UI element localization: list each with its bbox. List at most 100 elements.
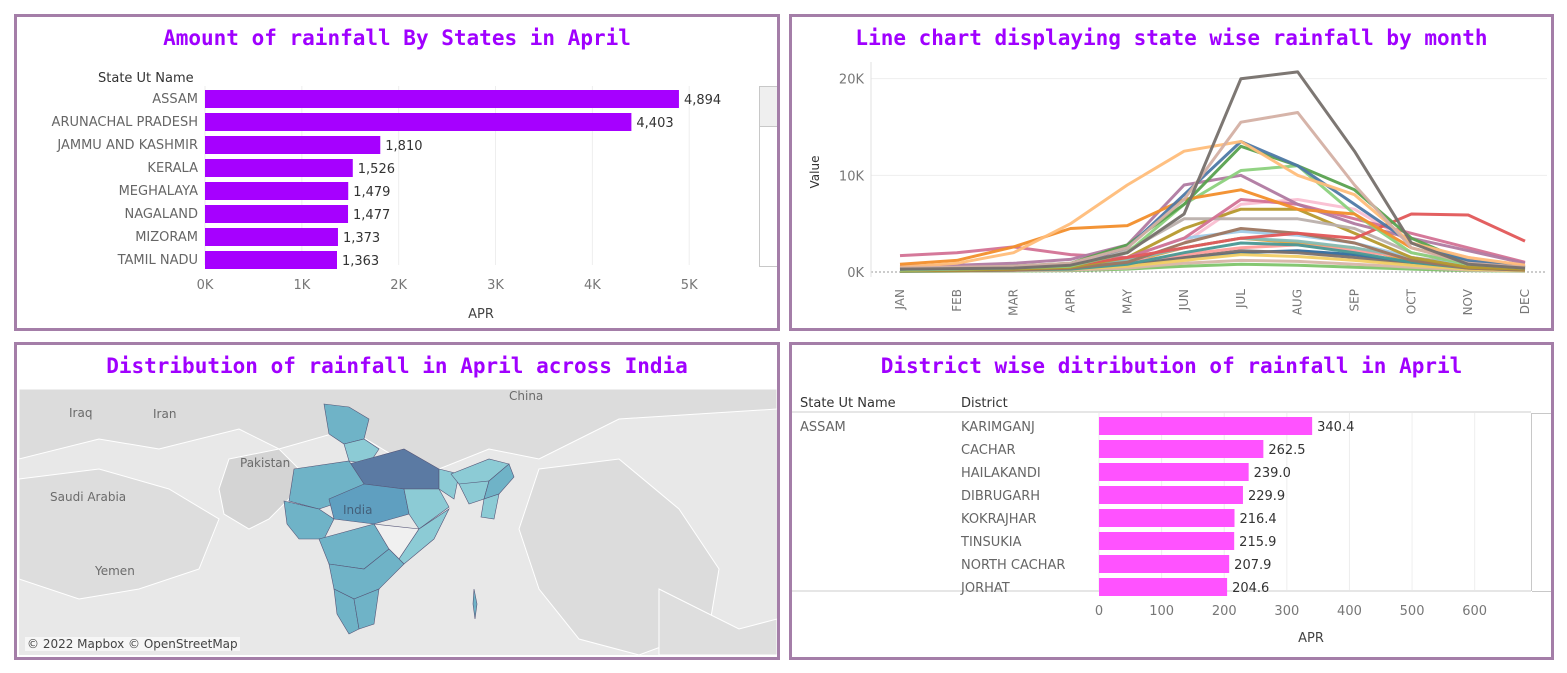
map-credit: © 2022 Mapbox © OpenStreetMap: [25, 637, 240, 651]
line-x-tick: OCT: [1404, 288, 1418, 314]
line-series: [899, 70, 1526, 271]
district-panel: District wise ditribution of rainfall in…: [789, 342, 1554, 660]
district-value-label: 215.9: [1239, 535, 1276, 550]
state-value-label: 1,363: [342, 254, 379, 269]
district-category-label: NORTH CACHAR: [961, 558, 1065, 573]
line-chart-panel: Line chart displaying state wise rainfal…: [789, 14, 1554, 331]
state-category-label: ASSAM: [152, 92, 198, 107]
district-category-label: HAILAKANDI: [961, 466, 1041, 481]
line-x-tick: FEB: [950, 289, 964, 312]
district-category-label: TINSUKIA: [960, 535, 1022, 550]
line-x-tick: NOV: [1461, 288, 1475, 315]
state-bar: [205, 205, 349, 223]
district-category-label: KARIMGANJ: [961, 420, 1035, 435]
district-bar: [1099, 463, 1249, 481]
line-y-tick: 20K: [839, 73, 865, 88]
map-label-pakistan: Pakistan: [240, 456, 291, 470]
district-x-tick: 500: [1400, 604, 1425, 619]
map-label-yemen: Yemen: [95, 564, 135, 578]
line-y-tick: 10K: [839, 169, 865, 184]
state-value-label: 1,373: [343, 231, 380, 246]
district-bar: [1099, 578, 1228, 596]
state-bar: [205, 136, 381, 154]
map-shapes: [19, 389, 777, 655]
district-bar: [1099, 509, 1235, 527]
state-category-label: NAGALAND: [124, 207, 198, 222]
state-scrollbar[interactable]: [759, 86, 777, 267]
district-header-state: State Ut Name: [800, 396, 896, 411]
district-scrollbar[interactable]: [1531, 413, 1551, 592]
state-value-label: 1,526: [358, 162, 395, 177]
state-bar: [205, 182, 349, 200]
district-x-tick: 200: [1212, 604, 1237, 619]
monthly-line-chart[interactable]: 0K 10K 20K Value JAN FEB MAR APR MAY JUN JUL AUG SEP…: [792, 17, 1551, 328]
state-bar: [205, 228, 338, 246]
state-value-label: 4,894: [684, 93, 721, 108]
district-value-label: 262.5: [1268, 443, 1305, 458]
district-state-label: ASSAM: [800, 420, 846, 435]
line-x-tick: MAY: [1120, 288, 1134, 314]
state-x-tick: 0K: [197, 278, 214, 293]
district-value-label: 204.6: [1232, 581, 1269, 596]
district-value-label: 239.0: [1254, 466, 1291, 481]
district-x-tick: 100: [1149, 604, 1174, 619]
state-x-axis-label: APR: [468, 307, 494, 322]
state-x-tick: 5K: [681, 278, 698, 293]
line-chart-title: Line chart displaying state wise rainfal…: [855, 26, 1488, 50]
district-scroll-thumb[interactable]: [1532, 414, 1551, 592]
state-x-tick: 4K: [584, 278, 601, 293]
state-rainfall-panel: Amount of rainfall By States in April 0K…: [14, 14, 780, 331]
map-label-china: China: [509, 389, 544, 403]
state-value-label: 1,479: [353, 185, 390, 200]
district-header-district: District: [961, 396, 1008, 411]
line-x-tick: DEC: [1518, 289, 1532, 314]
state-x-tick: 3K: [487, 278, 504, 293]
state-category-label: TAMIL NADU: [117, 253, 198, 268]
state-scroll-thumb[interactable]: [760, 87, 777, 127]
district-category-label: DIBRUGARH: [961, 489, 1040, 504]
district-bar: [1099, 486, 1243, 504]
map-label-iraq: Iraq: [69, 406, 93, 420]
line-y-axis-label: Value: [808, 156, 822, 189]
map-label-india: India: [343, 503, 373, 517]
india-map[interactable]: Iraq Iran China Pakistan Saudi Arabia In…: [19, 389, 777, 655]
district-x-axis-label: APR: [1298, 631, 1324, 646]
state-x-tick: 1K: [293, 278, 310, 293]
line-x-tick: SEP: [1348, 289, 1362, 311]
district-value-label: 229.9: [1248, 489, 1285, 504]
district-value-label: 216.4: [1239, 512, 1276, 527]
line-x-tick: APR: [1063, 289, 1077, 313]
map-label-saudi-arabia: Saudi Arabia: [50, 490, 127, 504]
state-bar: [205, 159, 353, 177]
state-value-label: 4,403: [636, 116, 673, 131]
district-bar: [1099, 555, 1230, 573]
state-category-label: JAMMU AND KASHMIR: [56, 138, 198, 153]
state-value-label: 1,477: [353, 208, 390, 223]
line-y-tick: 0K: [847, 266, 864, 281]
state-x-tick: 2K: [390, 278, 407, 293]
district-bar-chart[interactable]: State Ut Name District 0 100 200 300 400 500 600…: [792, 345, 1551, 657]
line-x-tick: MAR: [1007, 289, 1021, 316]
line-series: [899, 173, 1526, 268]
district-value-label: 340.4: [1317, 420, 1354, 435]
district-bar: [1099, 417, 1313, 435]
district-x-tick: 300: [1274, 604, 1299, 619]
district-category-label: CACHAR: [961, 443, 1016, 458]
state-category-label: KERALA: [147, 161, 198, 176]
line-x-tick: AUG: [1291, 289, 1305, 315]
state-rainfall-title: Amount of rainfall By States in April: [163, 26, 631, 50]
state-category-label: ARUNACHAL PRADESH: [52, 115, 198, 130]
line-x-tick: JUN: [1177, 289, 1191, 311]
state-bar: [205, 90, 679, 108]
map-panel: Distribution of rainfall in April across…: [14, 342, 780, 660]
state-bar-chart[interactable]: 0K 1K 2K 3K 4K 5K State Ut Name ASSAM 4,894 ARUNA…: [17, 17, 777, 328]
district-bar: [1099, 440, 1264, 458]
district-category-label: JORHAT: [960, 581, 1010, 596]
district-x-tick: 600: [1462, 604, 1487, 619]
line-x-tick: JUL: [1234, 289, 1248, 309]
district-bar: [1099, 532, 1235, 550]
state-category-label: MIZORAM: [135, 230, 198, 245]
district-category-label: KOKRAJHAR: [961, 512, 1037, 527]
district-value-label: 207.9: [1234, 558, 1271, 573]
district-x-tick: 400: [1337, 604, 1362, 619]
